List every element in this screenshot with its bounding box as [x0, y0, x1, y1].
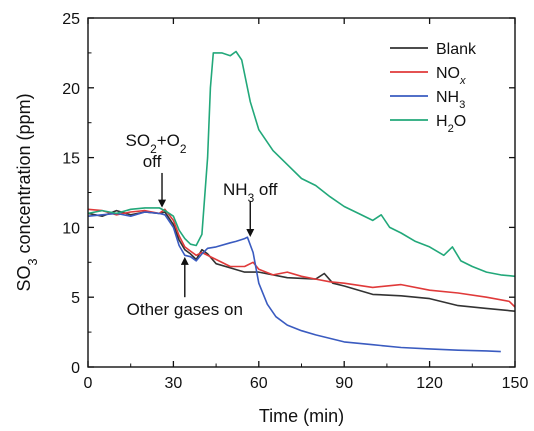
y-axis-title: SO3 concentration (ppm): [14, 93, 40, 291]
y-tick-label: 0: [71, 360, 80, 377]
legend-label-nox: NOx: [436, 65, 466, 87]
y-tick-label: 25: [62, 11, 80, 28]
legend-label-blank: Blank: [436, 41, 477, 58]
x-tick-label: 150: [502, 375, 529, 392]
series-line-nh3: [87, 211, 501, 353]
x-tick-label: 60: [250, 375, 268, 392]
series-line-h2o: [87, 50, 516, 278]
legend-label-nh3: NH3: [436, 89, 465, 111]
y-tick-label: 5: [71, 290, 80, 307]
x-tick-label: 120: [416, 375, 443, 392]
x-tick-label: 90: [335, 375, 353, 392]
series-line-nox: [87, 208, 516, 308]
x-tick-label: 0: [84, 375, 93, 392]
annotation-label: NH3 off: [223, 180, 278, 205]
y-tick-label: 10: [62, 220, 80, 237]
x-axis-title: Time (min): [259, 406, 344, 426]
y-tick-label: 20: [62, 81, 80, 98]
axis-layer: 0 30 60 90 120 150 0 5 10 15 20 25 Time (min) SO3 con…: [14, 11, 528, 426]
annotation-label: Other gases on: [127, 300, 243, 319]
x-tick-label: 30: [165, 375, 183, 392]
annotation-label: SO2+O2: [126, 131, 187, 156]
legend-label-h2o: H2O: [436, 113, 466, 135]
series-line-blank: [87, 209, 516, 312]
annotation-label: off: [143, 152, 162, 171]
y-tick-label: 15: [62, 151, 80, 168]
plot-layer: [87, 50, 516, 353]
